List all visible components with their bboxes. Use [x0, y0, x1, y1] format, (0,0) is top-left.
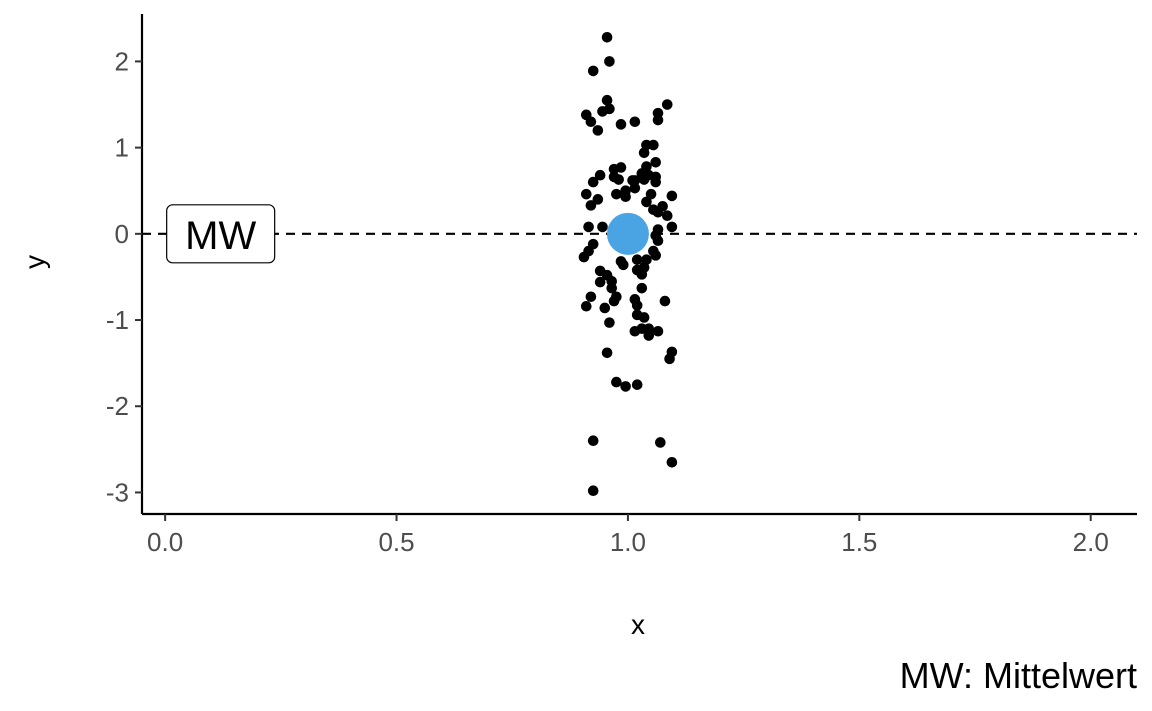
data-point	[666, 190, 678, 202]
data-point	[638, 147, 650, 159]
axes: 0.0 0.5 1.0 1.5 2.0 -3 -2 -1 0 1 2	[106, 14, 1137, 557]
data-point	[606, 282, 618, 294]
data-point	[650, 176, 661, 188]
data-point	[666, 221, 678, 233]
x-tick-label: 2.0	[1073, 527, 1109, 557]
data-point	[638, 312, 650, 323]
data-point	[604, 317, 615, 328]
plot-area: MW	[142, 31, 1137, 497]
data-point	[620, 381, 631, 392]
y-tick-label: -3	[106, 477, 129, 507]
data-point	[601, 31, 613, 43]
y-tick-label: 0	[115, 219, 129, 249]
data-point	[620, 191, 631, 203]
data-point	[608, 163, 620, 175]
data-point	[641, 196, 652, 208]
data-point	[592, 194, 604, 205]
data-point	[594, 265, 606, 277]
x-axis-title: x	[631, 609, 645, 640]
y-tick-label: -1	[106, 305, 129, 335]
data-point	[611, 376, 622, 388]
mean-point	[606, 212, 649, 255]
data-point	[611, 188, 622, 200]
data-point	[631, 254, 643, 265]
data-point	[597, 221, 608, 233]
chart-caption: MW: Mittelwert	[900, 655, 1137, 696]
data-point	[664, 353, 675, 365]
data-point	[618, 259, 629, 271]
data-point	[613, 174, 624, 185]
mean-label-box: MW	[166, 204, 276, 264]
data-point	[615, 119, 627, 130]
data-point	[652, 235, 664, 247]
data-point	[643, 330, 655, 341]
data-point	[580, 300, 592, 312]
data-point	[629, 325, 641, 337]
x-tick-label: 1.0	[610, 527, 646, 557]
data-point	[601, 347, 613, 359]
data-point	[601, 94, 613, 106]
x-tick-label: 0.0	[147, 527, 183, 557]
data-point	[661, 99, 673, 110]
data-point	[652, 114, 664, 126]
data-point	[599, 302, 611, 314]
data-point	[597, 106, 608, 117]
mean-label-frame	[166, 204, 276, 264]
data-point	[650, 156, 661, 168]
y-axis-title: y	[19, 255, 50, 269]
data-point	[587, 435, 599, 447]
data-point	[652, 206, 664, 218]
y-tick-label: 2	[115, 46, 129, 76]
data-point	[587, 176, 599, 188]
x-tick-label: 1.5	[841, 527, 877, 557]
y-tick-label: -2	[106, 391, 129, 421]
data-point	[631, 300, 643, 311]
data-point	[631, 379, 643, 390]
data-point	[585, 291, 597, 303]
data-point	[652, 325, 664, 337]
data-point	[629, 116, 641, 128]
data-point	[638, 174, 650, 185]
data-point	[666, 456, 678, 468]
mean-label-text: MW	[185, 214, 256, 258]
data-point	[645, 188, 657, 200]
data-point	[604, 56, 615, 67]
data-point	[587, 65, 599, 77]
data-point	[592, 125, 604, 136]
data-point	[594, 169, 606, 181]
data-point	[594, 276, 606, 288]
data-point	[648, 245, 659, 257]
data-point	[583, 221, 594, 233]
y-tick-label: 1	[115, 133, 129, 163]
data-point	[585, 200, 597, 211]
data-point	[638, 262, 650, 273]
x-tick-label: 0.5	[378, 527, 414, 557]
data-point	[627, 175, 638, 186]
data-point	[608, 295, 620, 307]
data-point	[661, 210, 673, 222]
data-point	[636, 282, 648, 294]
data-point	[659, 295, 671, 307]
data-point	[655, 437, 666, 448]
data-point	[585, 116, 597, 128]
data-point	[580, 188, 592, 200]
data-point	[587, 485, 599, 497]
data-point	[578, 251, 590, 263]
